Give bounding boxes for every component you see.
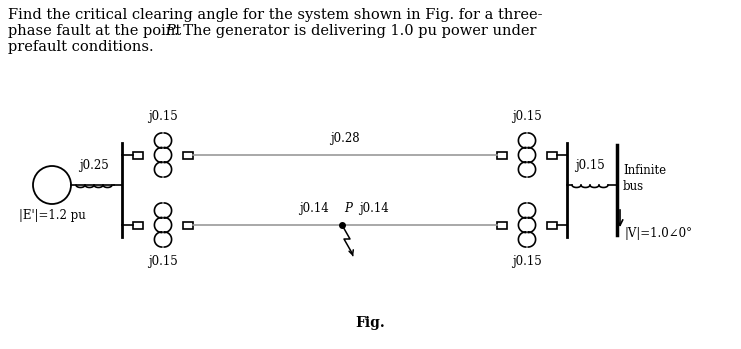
Bar — [547, 151, 557, 158]
Text: j0.14: j0.14 — [359, 202, 389, 215]
Bar — [547, 222, 557, 229]
Text: bus: bus — [623, 180, 644, 193]
Text: Find the critical clearing angle for the system shown in Fig. for a three-: Find the critical clearing angle for the… — [8, 8, 542, 22]
Text: |V|=1.0∠0°: |V|=1.0∠0° — [625, 227, 693, 239]
Text: j0.14: j0.14 — [299, 202, 329, 215]
Text: |E'|=1.2 pu: |E'|=1.2 pu — [19, 209, 85, 222]
Bar — [183, 151, 193, 158]
Text: j0.25: j0.25 — [79, 159, 109, 172]
Text: . The generator is delivering 1.0 pu power under: . The generator is delivering 1.0 pu pow… — [174, 24, 536, 38]
Bar — [133, 151, 143, 158]
Text: phase fault at the point: phase fault at the point — [8, 24, 186, 38]
Bar — [497, 222, 507, 229]
Text: j0.15: j0.15 — [148, 110, 178, 123]
Text: j0.15: j0.15 — [512, 110, 542, 123]
Text: j0.15: j0.15 — [148, 255, 178, 268]
Bar — [133, 222, 143, 229]
Text: j0.15: j0.15 — [575, 159, 605, 172]
Text: j0.28: j0.28 — [330, 132, 360, 145]
Text: P: P — [165, 24, 175, 38]
Text: j0.15: j0.15 — [512, 255, 542, 268]
Bar — [497, 151, 507, 158]
Bar — [183, 222, 193, 229]
Text: P: P — [344, 202, 352, 215]
Text: Infinite: Infinite — [623, 164, 666, 178]
Text: Fig.: Fig. — [355, 316, 385, 330]
Text: prefault conditions.: prefault conditions. — [8, 40, 153, 54]
